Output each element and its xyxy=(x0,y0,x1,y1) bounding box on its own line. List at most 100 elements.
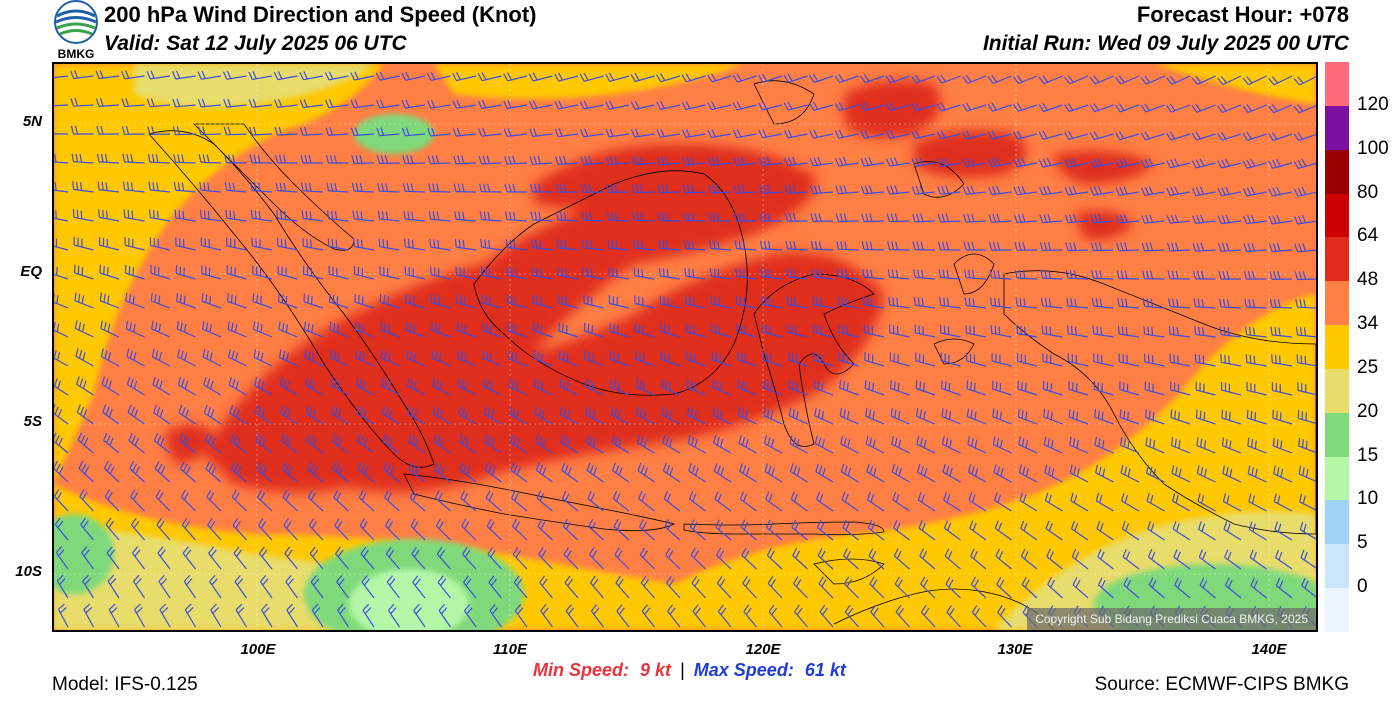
wind-barb xyxy=(478,127,502,137)
wind-barb xyxy=(198,154,222,164)
wind-barb xyxy=(554,155,579,165)
wind-barb xyxy=(351,182,375,193)
wind-barb xyxy=(1197,493,1216,512)
wind-barb xyxy=(134,603,146,628)
wind-barb xyxy=(360,546,375,570)
wind-barb xyxy=(1095,492,1114,512)
wind-barb xyxy=(632,212,655,222)
wind-barb xyxy=(1294,214,1316,225)
wind-barb xyxy=(1144,353,1165,367)
wind-barb xyxy=(355,377,375,396)
wind-barb xyxy=(614,547,630,570)
wind-barb xyxy=(1243,242,1267,253)
wind-barb xyxy=(891,435,910,454)
wind-barb xyxy=(559,378,579,396)
wind-barb xyxy=(379,266,400,280)
wind-barb xyxy=(274,126,298,136)
wind-barb xyxy=(656,73,681,83)
wind-barb xyxy=(510,462,528,483)
wind-barb xyxy=(507,322,528,338)
wind-barb xyxy=(686,379,706,396)
wind-barb xyxy=(210,603,222,628)
wind-barb xyxy=(300,182,324,193)
wind-barb xyxy=(460,490,477,512)
wind-barb xyxy=(454,211,477,222)
wind-barb xyxy=(355,349,375,367)
wind-barb xyxy=(105,517,120,541)
wind-barb xyxy=(430,294,451,309)
wind-barb xyxy=(837,296,859,309)
wind-barb xyxy=(1250,577,1267,599)
wind-barb xyxy=(157,546,171,570)
wind-barb xyxy=(943,492,961,512)
wind-barb xyxy=(273,71,298,81)
wind-barb xyxy=(714,491,732,512)
wind-barb xyxy=(507,294,528,309)
wind-barb xyxy=(453,155,477,165)
wind-barb xyxy=(121,98,145,108)
wind-barb xyxy=(687,434,706,454)
wind-barb xyxy=(941,436,961,454)
wind-barb xyxy=(98,236,120,251)
wind-barb xyxy=(79,489,94,512)
wind-barb xyxy=(562,518,579,541)
wind-barb xyxy=(533,378,553,396)
wind-barb xyxy=(814,435,834,454)
wind-barb xyxy=(1020,520,1038,541)
wind-barb xyxy=(1039,213,1063,224)
wind-barb xyxy=(889,324,910,338)
wind-barb xyxy=(54,376,69,396)
wind-barb xyxy=(733,184,757,194)
wind-barb xyxy=(1293,104,1316,114)
wind-barb xyxy=(505,239,528,251)
wind-barb xyxy=(1273,493,1293,512)
wind-barb xyxy=(659,295,681,309)
wind-barb xyxy=(1117,325,1140,338)
wind-barb xyxy=(325,154,349,164)
wind-barb xyxy=(248,70,273,81)
wind-barb xyxy=(1223,521,1242,541)
wind-barb xyxy=(560,434,579,454)
wind-barb xyxy=(102,404,120,425)
wind-barb xyxy=(435,518,451,541)
wind-barb xyxy=(78,460,94,483)
lon-label-120e: 120E xyxy=(745,641,781,658)
wind-barb xyxy=(83,603,95,628)
wind-barb xyxy=(303,293,324,309)
wind-barb xyxy=(711,323,732,338)
wind-barb xyxy=(1066,297,1089,309)
wind-barb xyxy=(1044,492,1063,512)
wind-barb xyxy=(403,210,426,222)
wind-barb xyxy=(1040,297,1063,309)
wind-barb xyxy=(179,461,196,483)
wind-barb xyxy=(514,604,528,628)
wind-barb xyxy=(917,492,936,512)
wind-barb xyxy=(894,576,910,599)
wind-barb xyxy=(1217,214,1242,225)
wind-barb xyxy=(227,293,247,309)
wind-barb xyxy=(328,265,349,280)
wind-barb xyxy=(301,210,324,222)
wind-barb xyxy=(223,126,247,136)
wind-barb xyxy=(382,433,400,454)
wind-barb xyxy=(454,238,477,251)
wind-barb xyxy=(437,575,451,599)
wind-barb xyxy=(1038,130,1063,140)
colorbar-label: 10 xyxy=(1357,488,1379,510)
wind-barb xyxy=(1222,465,1242,483)
wind-barb xyxy=(252,293,273,309)
wind-barb xyxy=(638,519,655,541)
wind-barb xyxy=(1224,549,1242,570)
wind-barb xyxy=(307,461,324,483)
wind-barb xyxy=(147,126,171,135)
wind-barb xyxy=(276,210,298,222)
wind-barb xyxy=(539,575,553,599)
wind-barb xyxy=(554,128,579,138)
wind-barb xyxy=(716,576,732,599)
wind-barb xyxy=(283,518,298,541)
wind-barb xyxy=(276,237,298,251)
wind-barb xyxy=(936,74,961,84)
wind-barb xyxy=(662,462,681,483)
wind-barb xyxy=(686,351,706,367)
wind-barb xyxy=(1174,577,1191,599)
